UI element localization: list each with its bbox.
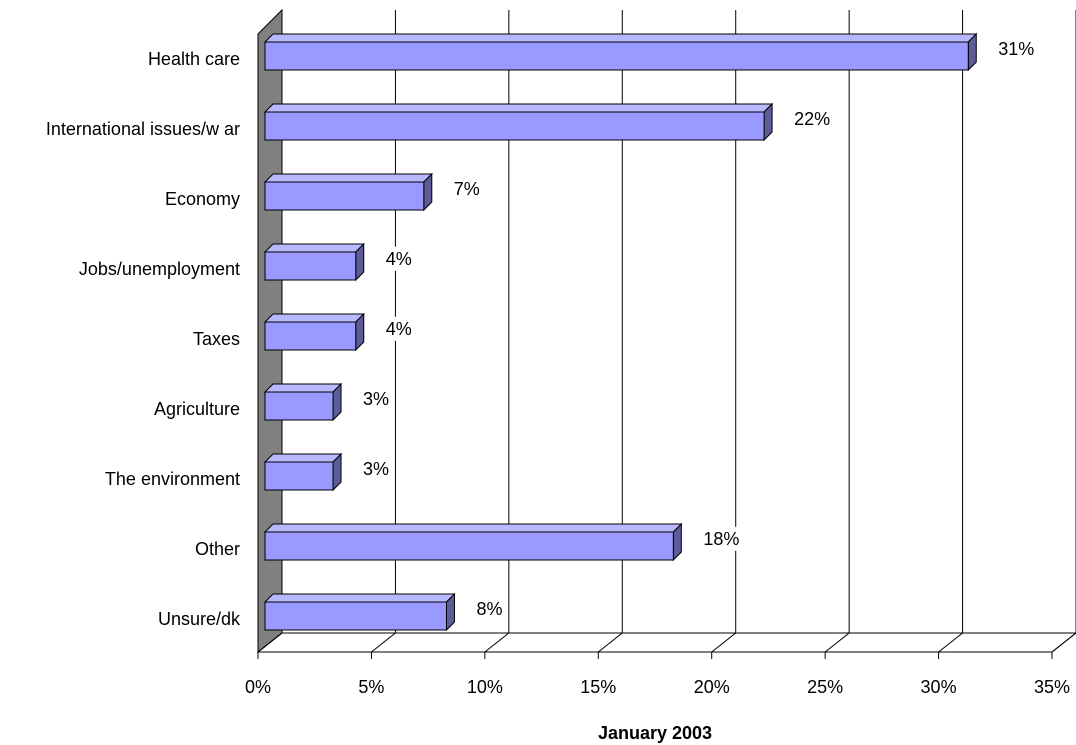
value-label-bg <box>381 316 416 341</box>
y-tick-label: Jobs/unemployment <box>79 259 240 279</box>
x-tick-label: 30% <box>921 677 957 697</box>
value-label: 3% <box>363 459 389 479</box>
y-tick-label: Other <box>195 539 240 559</box>
x-tick-label: 5% <box>358 677 384 697</box>
value-label: 8% <box>476 599 502 619</box>
floor-grid-line <box>711 632 737 653</box>
bar-top <box>263 593 456 603</box>
bar-top <box>263 103 774 113</box>
bar-top <box>263 383 343 393</box>
floor <box>256 632 1076 653</box>
bar <box>264 251 357 281</box>
x-tick-label: 20% <box>694 677 730 697</box>
y-tick-label: Health care <box>148 49 240 69</box>
x-tick-label: 0% <box>245 677 271 697</box>
bar-top <box>263 313 365 323</box>
value-label: 4% <box>386 319 412 339</box>
bar <box>264 531 674 561</box>
floor-grid-line <box>484 632 510 653</box>
floor-grid-line <box>597 632 623 653</box>
value-label-bg <box>994 36 1039 61</box>
x-axis-label: January 2003 <box>598 723 712 743</box>
bar-top <box>263 243 365 253</box>
bar-top <box>263 523 683 533</box>
value-label: 31% <box>998 39 1034 59</box>
bar <box>264 181 425 211</box>
value-label-bg <box>472 596 507 621</box>
y-tick-label: The environment <box>105 469 240 489</box>
y-tick-label: Taxes <box>193 329 240 349</box>
bar <box>264 111 765 141</box>
bar <box>264 391 334 421</box>
bar <box>264 461 334 491</box>
value-label-bg <box>449 176 484 201</box>
x-tick-label: 25% <box>807 677 843 697</box>
bar <box>264 41 969 71</box>
bar-top <box>263 453 343 463</box>
floor-grid-line <box>938 632 963 653</box>
value-label-bg <box>699 526 744 551</box>
value-label: 4% <box>386 249 412 269</box>
value-label: 3% <box>363 389 389 409</box>
x-tick-label: 10% <box>467 677 503 697</box>
value-label-bg <box>359 456 394 481</box>
bar <box>264 321 357 351</box>
value-label: 22% <box>794 109 830 129</box>
floor-grid-line <box>1051 632 1076 653</box>
bar-top <box>263 173 434 183</box>
bar <box>264 601 447 631</box>
x-tick-label: 35% <box>1034 677 1070 697</box>
y-tick-label: Agriculture <box>154 399 240 419</box>
floor-grid-line <box>371 632 396 653</box>
floor-grid-line <box>257 632 283 653</box>
floor-grid-line <box>824 632 850 653</box>
value-label-bg <box>359 386 394 411</box>
value-label: 18% <box>703 529 739 549</box>
y-tick-label: International issues/w ar <box>46 119 240 139</box>
x-tick-label: 15% <box>580 677 616 697</box>
y-tick-label: Economy <box>165 189 240 209</box>
value-label: 7% <box>454 179 480 199</box>
bar-top <box>263 33 978 43</box>
value-label-bg <box>381 246 416 271</box>
y-tick-label: Unsure/dk <box>158 609 241 629</box>
value-label-bg <box>790 106 835 131</box>
